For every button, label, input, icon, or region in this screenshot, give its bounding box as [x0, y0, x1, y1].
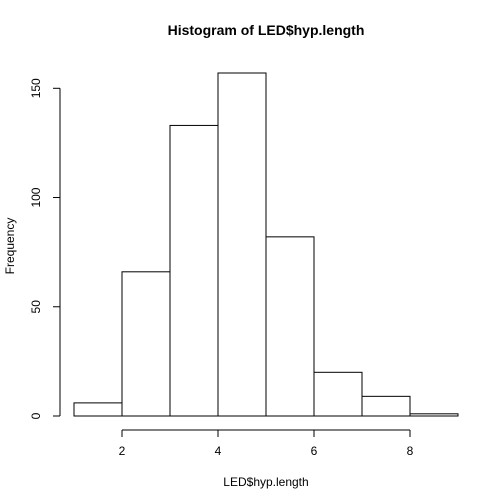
y-axis-label: Frequency — [3, 218, 17, 275]
x-tick-label: 6 — [311, 444, 318, 458]
histogram-bar-6 — [313, 371, 363, 417]
histogram-bar-1 — [73, 402, 123, 417]
histogram-bar-4 — [217, 72, 267, 417]
x-tick-label: 2 — [119, 444, 126, 458]
histogram-bar-7 — [361, 395, 411, 417]
y-axis: 0 50 100 150 — [29, 78, 61, 419]
x-tick-label: 8 — [407, 444, 414, 458]
y-tick-label: 50 — [29, 300, 43, 314]
bars-group — [73, 72, 459, 417]
y-tick-label: 0 — [29, 412, 43, 419]
chart-title: Histogram of LED$hyp.length — [168, 22, 365, 38]
histogram-bar-2 — [121, 271, 171, 417]
y-tick-label: 100 — [29, 187, 43, 207]
x-tick-label: 4 — [215, 444, 222, 458]
x-axis-label: LED$hyp.length — [223, 475, 308, 489]
x-axis: 2 4 6 8 — [119, 429, 414, 458]
histogram-bar-3 — [169, 124, 219, 417]
histogram-bar-8 — [409, 413, 459, 417]
y-tick-label: 150 — [29, 78, 43, 98]
histogram-bar-5 — [265, 236, 315, 417]
